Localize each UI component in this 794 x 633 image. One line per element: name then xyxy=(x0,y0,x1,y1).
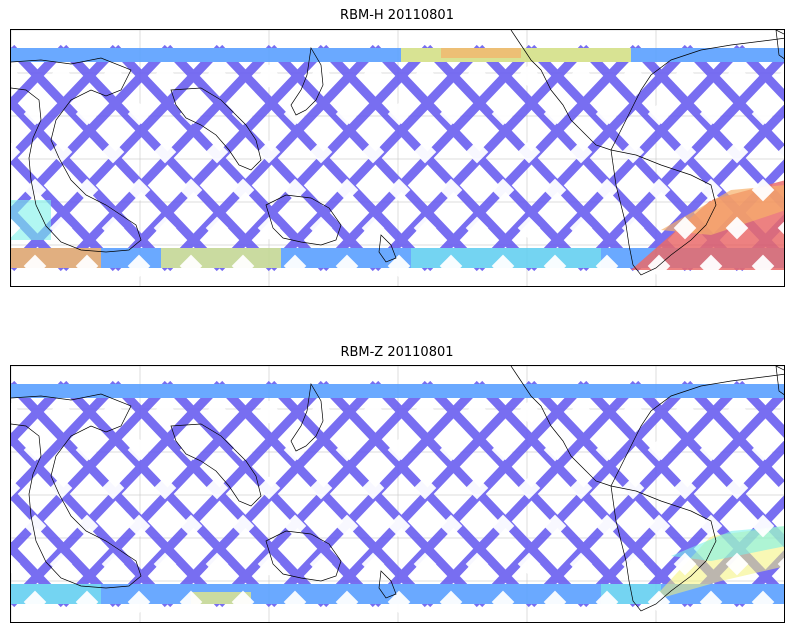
world-map-rbm-h xyxy=(11,30,784,286)
coastlines xyxy=(11,366,784,612)
panel-title-rbm-h: RBM-H 20110801 xyxy=(340,8,454,23)
panel-title-rbm-z: RBM-Z 20110801 xyxy=(340,345,454,360)
world-map-rbm-z xyxy=(11,366,784,622)
map-rbm-h xyxy=(10,29,785,287)
map-rbm-z xyxy=(10,365,785,623)
coastlines xyxy=(11,30,784,276)
